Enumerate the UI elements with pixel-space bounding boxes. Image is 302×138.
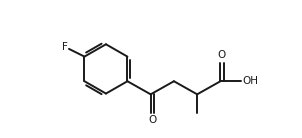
Text: O: O	[148, 115, 156, 125]
Text: OH: OH	[242, 76, 258, 86]
Text: F: F	[62, 42, 67, 52]
Text: O: O	[218, 51, 226, 60]
